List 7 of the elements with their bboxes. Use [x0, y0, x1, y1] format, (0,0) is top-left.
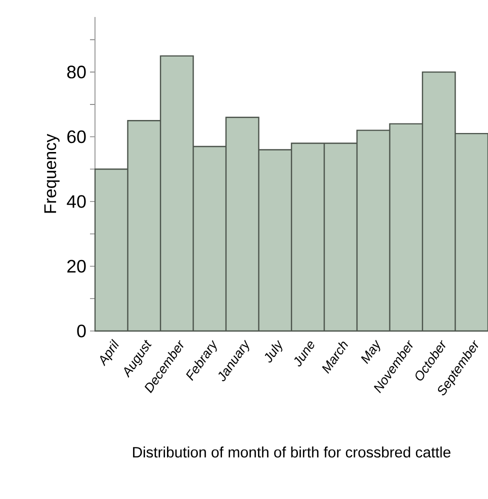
y-tick-label: 40 — [66, 195, 86, 208]
y-tick-label: 60 — [67, 130, 86, 144]
y-tick-label: 20 — [67, 260, 86, 273]
y-axis-title: Frequency — [44, 134, 60, 213]
y-tick-label: 80 — [67, 66, 86, 78]
y-tick-label: 0 — [77, 324, 86, 338]
x-axis-title: Distribution of month of birth for crossbred cattle — [133, 446, 450, 458]
